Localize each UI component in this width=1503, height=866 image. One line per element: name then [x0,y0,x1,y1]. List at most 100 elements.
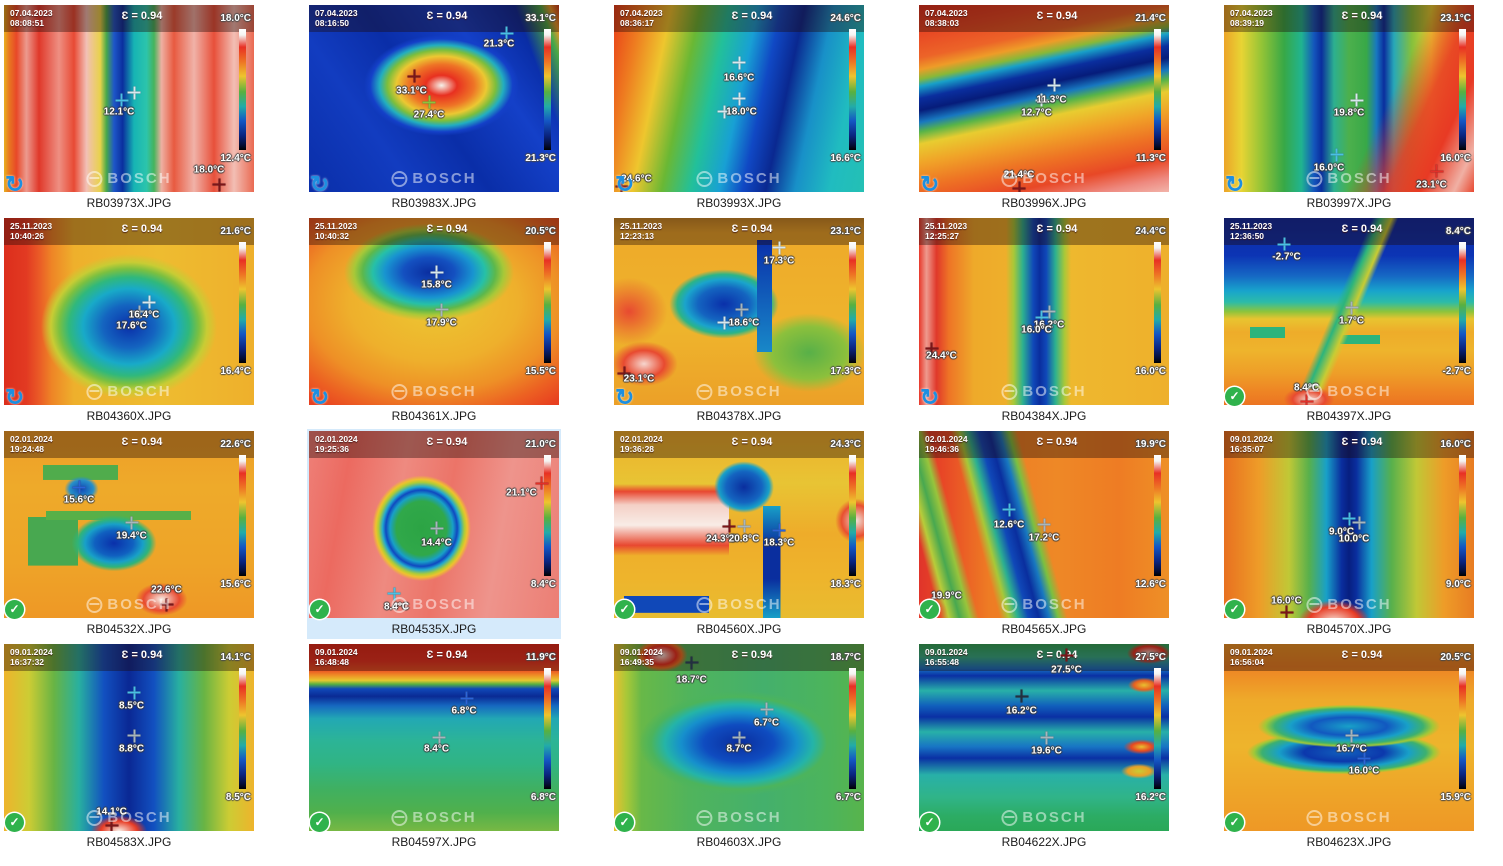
filename-label[interactable]: RB03997X.JPG [1306,196,1392,210]
filename-label[interactable]: RB04360X.JPG [86,409,172,423]
thermal-image[interactable]: 09.01.2024 16:48:48 Ɛ = 0.94 11.9°C 6.8°… [309,644,559,831]
bosch-logo-icon [1306,383,1323,400]
filename-label[interactable]: RB04583X.JPG [86,835,172,849]
filename-label[interactable]: RB04361X.JPG [391,409,477,423]
filename-label[interactable]: RB03983X.JPG [391,196,477,210]
image-header-overlay: 25.11.2023 10:40:26 Ɛ = 0.94 [4,218,254,245]
thermal-image-tile[interactable]: 09.01.2024 16:37:32 Ɛ = 0.94 14.1°C 8.5°… [2,642,256,852]
thermal-image-tile[interactable]: 02.01.2024 19:36:28 Ɛ = 0.94 24.3°C 18.3… [612,429,866,639]
thermal-image[interactable]: 02.01.2024 19:24:48 Ɛ = 0.94 22.6°C 15.6… [4,431,254,618]
filename-label[interactable]: RB04597X.JPG [391,835,477,849]
thermal-image-tile[interactable]: 02.01.2024 19:25:36 Ɛ = 0.94 21.0°C 8.4°… [307,429,561,639]
timestamp: 07.04.2023 08:39:19 [1230,8,1273,28]
thermal-image-tile[interactable]: 07.04.2023 08:39:19 Ɛ = 0.94 23.1°C 16.0… [1222,3,1476,213]
thermal-image[interactable]: 09.01.2024 16:56:04 Ɛ = 0.94 20.5°C 15.9… [1224,644,1474,831]
temperature-label: 16.0°C [1271,595,1302,607]
thermal-image-tile[interactable]: 25.11.2023 10:40:26 Ɛ = 0.94 21.6°C 16.4… [2,216,256,426]
sync-status-icon: ↻ [920,171,940,197]
thermal-image-tile[interactable]: 07.04.2023 08:08:51 Ɛ = 0.94 18.0°C 12.4… [2,3,256,213]
bosch-watermark-text: BOSCH [1327,596,1392,613]
thermal-image-tile[interactable]: 09.01.2024 16:49:35 Ɛ = 0.94 18.7°C 6.7°… [612,642,866,852]
image-header-overlay: 07.04.2023 08:16:50 Ɛ = 0.94 [309,5,559,32]
check-status-icon: ✓ [615,600,634,619]
check-status-icon: ✓ [5,813,24,832]
capture-date: 07.04.2023 [1230,8,1273,18]
thermal-image-tile[interactable]: 25.11.2023 12:23:13 Ɛ = 0.94 23.1°C 17.3… [612,216,866,426]
filename-label[interactable]: RB03993X.JPG [696,196,782,210]
bosch-watermark: BOSCH [1001,809,1086,826]
capture-date: 02.01.2024 [315,434,358,444]
filename-label[interactable]: RB03996X.JPG [1001,196,1087,210]
thermal-image[interactable]: 09.01.2024 16:49:35 Ɛ = 0.94 18.7°C 6.7°… [614,644,864,831]
capture-time: 16:37:32 [10,657,45,667]
thermal-image[interactable]: 09.01.2024 16:35:07 Ɛ = 0.94 16.0°C 9.0°… [1224,431,1474,618]
timestamp: 07.04.2023 08:08:51 [10,8,53,28]
temperature-scale-bar [239,455,246,576]
temperature-label: 20.8°C [728,533,760,545]
filename-label[interactable]: RB03973X.JPG [86,196,172,210]
bosch-watermark-text: BOSCH [717,170,782,187]
capture-time: 08:38:03 [925,18,960,28]
scale-min-temp: 16.0°C [1440,153,1471,164]
thermal-image[interactable]: 02.01.2024 19:36:28 Ɛ = 0.94 24.3°C 18.3… [614,431,864,618]
filename-label[interactable]: RB04532X.JPG [86,622,172,636]
thermal-image[interactable]: 25.11.2023 10:40:26 Ɛ = 0.94 21.6°C 16.4… [4,218,254,405]
temperature-label: 17.2°C [1028,532,1060,544]
thermal-image-tile[interactable]: 09.01.2024 16:55:48 Ɛ = 0.94 27.5°C 16.2… [917,642,1171,852]
thermal-image[interactable]: 09.01.2024 16:55:48 Ɛ = 0.94 27.5°C 16.2… [919,644,1169,831]
temperature-label: 23.1°C [623,373,655,385]
timestamp: 09.01.2024 16:49:35 [620,647,663,667]
timestamp: 07.04.2023 08:38:03 [925,8,968,28]
filename-label[interactable]: RB04560X.JPG [696,622,782,636]
crosshair-marker [535,476,548,490]
thermal-image-tile[interactable]: 09.01.2024 16:48:48 Ɛ = 0.94 11.9°C 6.8°… [307,642,561,852]
thermal-image-tile[interactable]: 02.01.2024 19:46:36 Ɛ = 0.94 19.9°C 12.6… [917,429,1171,639]
thermal-image[interactable]: 25.11.2023 12:25:27 Ɛ = 0.94 24.4°C 16.0… [919,218,1169,405]
image-header-overlay: 09.01.2024 16:56:04 Ɛ = 0.94 [1224,644,1474,671]
crosshair-marker [460,691,473,705]
filename-label[interactable]: RB04565X.JPG [1001,622,1087,636]
image-header-overlay: 09.01.2024 16:49:35 Ɛ = 0.94 [614,644,864,671]
thermal-image[interactable]: 25.11.2023 12:36:50 Ɛ = 0.94 8.4°C -2.7°… [1224,218,1474,405]
thermal-image[interactable]: 07.04.2023 08:39:19 Ɛ = 0.94 23.1°C 16.0… [1224,5,1474,192]
thermal-image-tile[interactable]: 25.11.2023 12:36:50 Ɛ = 0.94 8.4°C -2.7°… [1222,216,1476,426]
temperature-label: 19.4°C [116,530,147,542]
thermal-image[interactable]: 25.11.2023 12:23:13 Ɛ = 0.94 23.1°C 17.3… [614,218,864,405]
temperature-label: 1.7°C [1338,315,1365,327]
crosshair-marker [132,305,146,318]
bosch-logo-icon [1001,170,1018,187]
thermal-image-tile[interactable]: 25.11.2023 10:40:32 Ɛ = 0.94 20.5°C 15.5… [307,216,561,426]
thermal-image[interactable]: 25.11.2023 10:40:32 Ɛ = 0.94 20.5°C 15.5… [309,218,559,405]
filename-label[interactable]: RB04535X.JPG [391,622,477,636]
thermal-image-tile[interactable]: 09.01.2024 16:56:04 Ɛ = 0.94 20.5°C 15.9… [1222,642,1476,852]
bosch-logo-icon [696,809,713,826]
image-header-overlay: 09.01.2024 16:35:07 Ɛ = 0.94 [1224,431,1474,458]
thermal-image[interactable]: 07.04.2023 08:08:51 Ɛ = 0.94 18.0°C 12.4… [4,5,254,192]
temperature-label: 16.0°C [1313,162,1345,174]
filename-label[interactable]: RB04623X.JPG [1306,835,1392,849]
filename-label[interactable]: RB04603X.JPG [696,835,782,849]
temperature-label: 21.1°C [506,487,537,499]
thermal-image-tile[interactable]: 07.04.2023 08:16:50 Ɛ = 0.94 33.1°C 21.3… [307,3,561,213]
thermal-image[interactable]: 09.01.2024 16:37:32 Ɛ = 0.94 14.1°C 8.5°… [4,644,254,831]
thermal-image[interactable]: 02.01.2024 19:46:36 Ɛ = 0.94 19.9°C 12.6… [919,431,1169,618]
emissivity-label: Ɛ = 0.94 [121,436,163,448]
thermal-image[interactable]: 02.01.2024 19:25:36 Ɛ = 0.94 21.0°C 8.4°… [309,431,559,618]
filename-label[interactable]: RB04622X.JPG [1001,835,1087,849]
thermal-image-tile[interactable]: 07.04.2023 08:36:17 Ɛ = 0.94 24.6°C 16.6… [612,3,866,213]
filename-label[interactable]: RB04384X.JPG [1001,409,1087,423]
filename-label[interactable]: RB04570X.JPG [1306,622,1392,636]
filename-label[interactable]: RB04378X.JPG [696,409,782,423]
scale-min-temp: 6.8°C [530,792,556,803]
crosshair-marker [772,523,786,537]
thermal-image-tile[interactable]: 09.01.2024 16:35:07 Ɛ = 0.94 16.0°C 9.0°… [1222,429,1476,639]
thermal-image[interactable]: 07.04.2023 08:36:17 Ɛ = 0.94 24.6°C 16.6… [614,5,864,192]
thermal-image[interactable]: 07.04.2023 08:38:03 Ɛ = 0.94 21.4°C 11.3… [919,5,1169,192]
thermal-image-tile[interactable]: 25.11.2023 12:25:27 Ɛ = 0.94 24.4°C 16.0… [917,216,1171,426]
thermal-image-tile[interactable]: 07.04.2023 08:38:03 Ɛ = 0.94 21.4°C 11.3… [917,3,1171,213]
capture-time: 08:08:51 [10,18,45,28]
filename-label[interactable]: RB04397X.JPG [1306,409,1392,423]
bosch-watermark-text: BOSCH [717,383,782,400]
thermal-image[interactable]: 07.04.2023 08:16:50 Ɛ = 0.94 33.1°C 21.3… [309,5,559,192]
thermal-image-tile[interactable]: 02.01.2024 19:24:48 Ɛ = 0.94 22.6°C 15.6… [2,429,256,639]
